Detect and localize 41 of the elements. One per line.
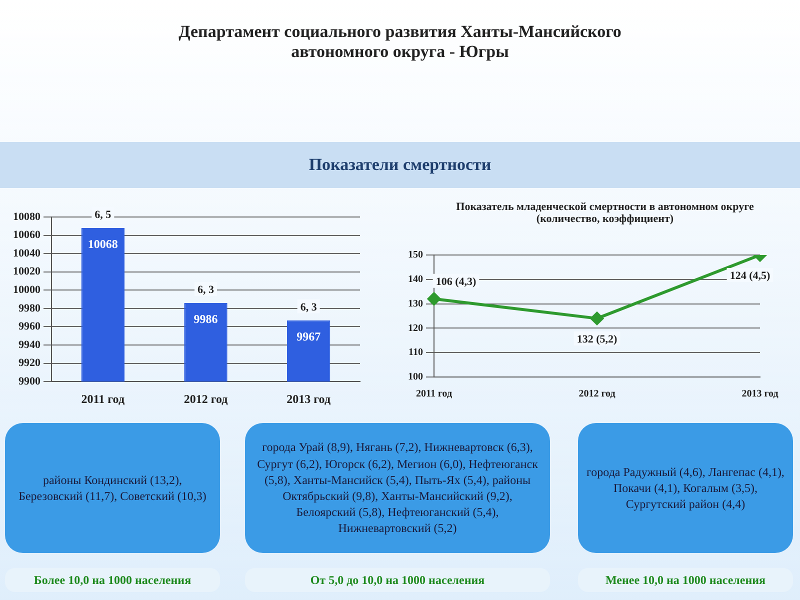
y-tick-label: 10080 xyxy=(13,210,41,223)
x-tick-label: 2013 год xyxy=(742,388,778,400)
y-tick-label: 10020 xyxy=(13,266,41,278)
annotation: 6, 3 xyxy=(300,301,318,314)
x-tick-label: 2011 год xyxy=(416,388,452,400)
x-tick-label: 2012 год xyxy=(184,392,228,406)
y-tick-label: 10060 xyxy=(13,229,41,242)
y-tick-label: 10040 xyxy=(13,247,41,260)
data-label: 9986 xyxy=(194,312,218,326)
annotation: 106 (4,3) xyxy=(436,276,476,288)
y-tick-label: 9980 xyxy=(18,302,41,314)
y-tick-label: 9900 xyxy=(18,375,41,388)
chart-title: Показатель младенческой смертности в автономном округе (количество, коэффициент) xyxy=(455,201,755,225)
text: районы Кондинский (13,2), Березовский (11,7), Советский (10,3) xyxy=(5,423,220,553)
x-tick-label: 2012 год xyxy=(578,388,616,400)
y-tick-label: 120 xyxy=(408,322,423,334)
point xyxy=(590,312,604,325)
x-tick-label: 2011 год xyxy=(81,392,125,406)
text: города Радужный (4,6), Лангепас (4,1), Покачи (4,1), Когалым (3,5), Сургутский район (4,4) xyxy=(578,423,793,553)
text: От 5,0 до 10,0 на 1000 населения xyxy=(245,568,550,592)
text: города Урай (8,9), Нягань (7,2), Нижневартовск (6,3), Сургут (6,2), Югорск (6,2), Мегион (6,0), Нефтеюганск (5,8), Ханты-Мансийск (5,4), Пыть-Ях (5,4), районы Октябрьский (9,8), Ханты-Мансийский (9,2), Белоярский (5,8), Нефтеюганский (5,4), Нижневартовский (5,2) xyxy=(245,423,550,553)
y-tick-label: 10000 xyxy=(13,284,41,296)
data-label: 9967 xyxy=(296,329,321,344)
y-tick-label: 150 xyxy=(408,250,423,261)
text: Департамент социального развития Ханты-Мансийского автономного округа - Югры xyxy=(178,22,622,62)
annotation: 6, 3 xyxy=(198,284,214,296)
text: Менее 10,0 на 1000 населения xyxy=(578,568,793,592)
y-tick-label: 110 xyxy=(408,347,423,358)
y-tick-label: 9940 xyxy=(18,338,41,351)
y-tick-label: 9960 xyxy=(18,320,41,333)
y-tick-label: 100 xyxy=(408,372,423,383)
annotation: 6, 5 xyxy=(94,208,112,221)
data-label: 10068 xyxy=(88,236,118,251)
text: Показатели смертности xyxy=(0,142,800,188)
y-tick-label: 140 xyxy=(408,274,423,285)
y-tick-label: 9920 xyxy=(18,357,41,370)
x-tick-label: 2013 год xyxy=(286,392,331,406)
annotation: 132 (5,2) xyxy=(576,333,618,346)
annotation: 124 (4,5) xyxy=(730,270,770,282)
text: Более 10,0 на 1000 населения xyxy=(5,568,220,592)
y-tick-label: 130 xyxy=(408,298,423,310)
